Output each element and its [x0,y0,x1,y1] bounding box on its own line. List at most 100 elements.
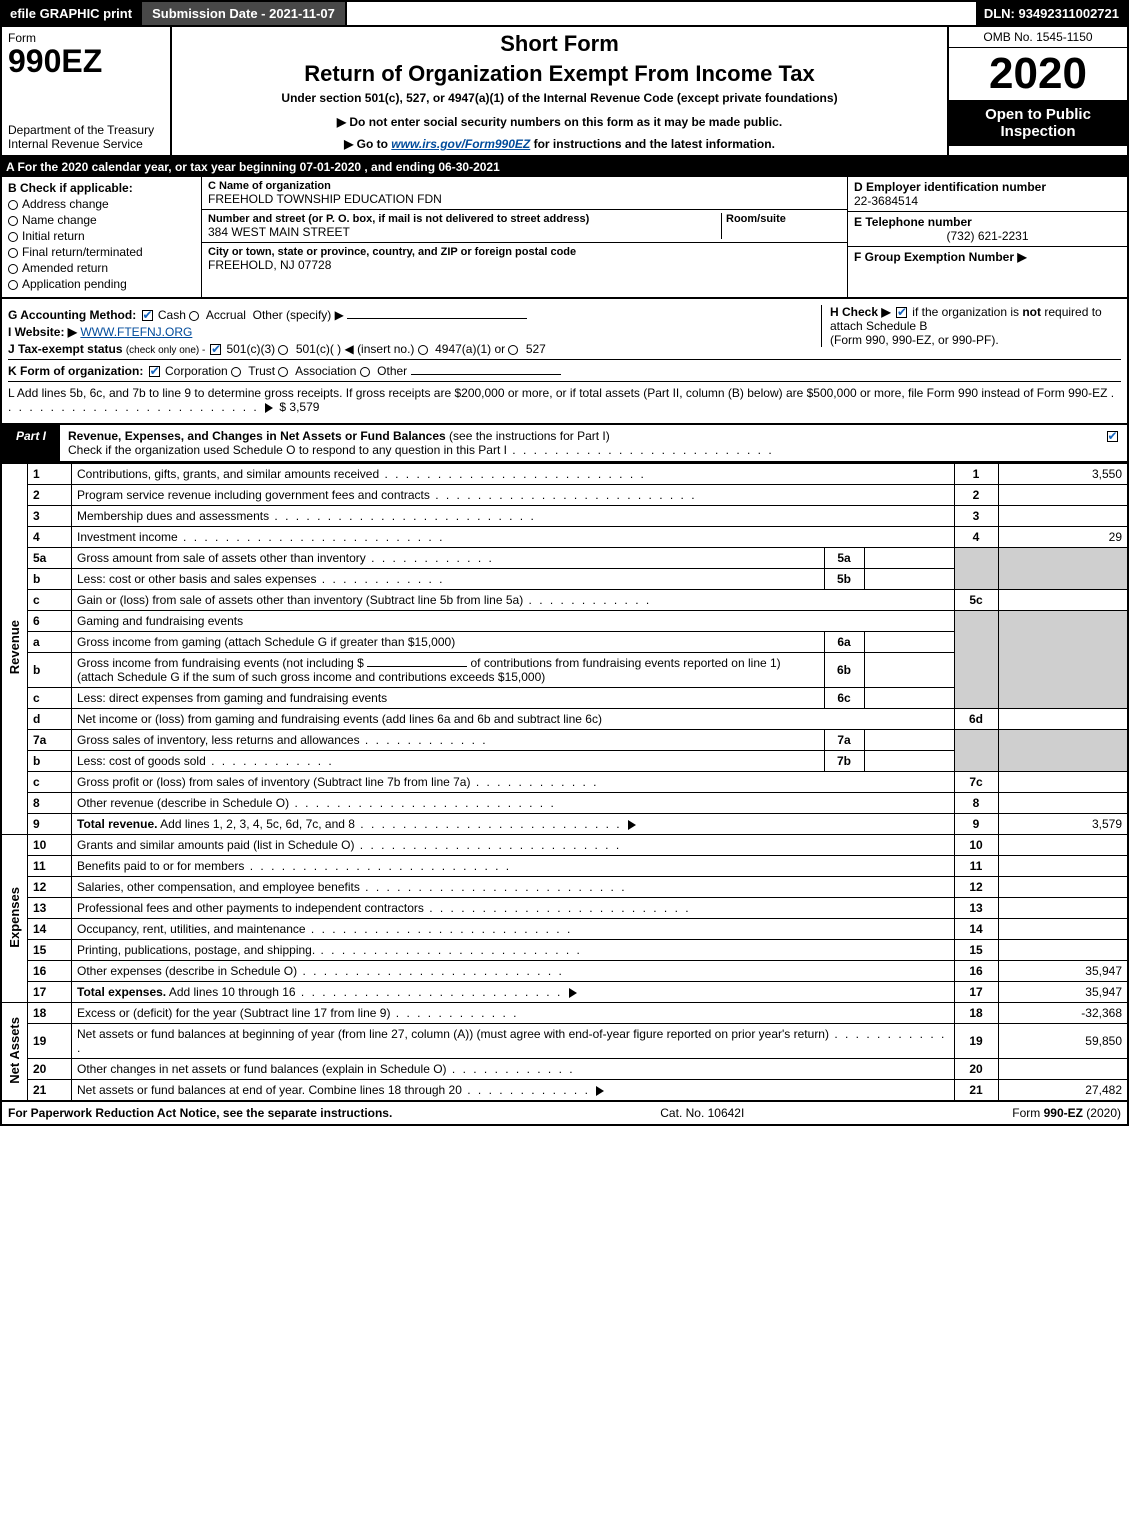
j-label: J Tax-exempt status [8,342,123,356]
line-15-rnum: 15 [954,940,998,961]
check-address-change[interactable]: Address change [8,197,195,211]
part1-title-note: (see the instructions for Part I) [449,429,610,443]
check-initial-return[interactable]: Initial return [8,229,195,243]
line-8-rnum: 8 [954,793,998,814]
line-6a-subval [864,632,954,653]
line-7b-num: b [28,751,72,772]
line-12-rval [998,877,1128,898]
line-16-row: 16 Other expenses (describe in Schedule … [1,961,1128,982]
line-7a-subval [864,730,954,751]
j-opt4: 527 [526,342,546,356]
j-501c-radio[interactable] [278,345,288,355]
line-17-num: 17 [28,982,72,1003]
group-label: F Group Exemption Number ▶ [854,250,1121,264]
j-527-radio[interactable] [508,345,518,355]
h-label: H Check ▶ [830,305,891,319]
group-row: F Group Exemption Number ▶ [848,247,1127,297]
g-cash: Cash [158,308,186,322]
revenue-vert-label: Revenue [1,464,28,835]
h-text1: if the organization is [912,305,1022,319]
short-form-title: Short Form [180,31,939,57]
line-15-rval [998,940,1128,961]
street-label: Number and street (or P. O. box, if mail… [208,213,721,225]
g-cash-checkbox[interactable] [142,310,153,321]
goto-link[interactable]: www.irs.gov/Form990EZ [391,137,530,151]
line-15-desc: Printing, publications, postage, and shi… [72,940,955,961]
line-2-num: 2 [28,485,72,506]
line-2-row: 2 Program service revenue including gove… [1,485,1128,506]
k-opt2: Association [295,364,356,378]
city-label: City or town, state or province, country… [208,246,841,258]
line-14-rval [998,919,1128,940]
line-13-rval [998,898,1128,919]
org-name-label: C Name of organization [208,180,841,192]
k-assoc-radio[interactable] [278,367,288,377]
check-application-pending[interactable]: Application pending [8,277,195,291]
j-note: (check only one) - [126,345,208,356]
line-6d-num: d [28,709,72,730]
open-public-label: Open to Public Inspection [949,100,1127,146]
part1-header: Part I Revenue, Expenses, and Changes in… [0,425,1129,463]
section-h: H Check ▶ if the organization is not req… [821,305,1121,347]
line-18-num: 18 [28,1003,72,1024]
ein-value: 22-3684514 [854,194,1121,208]
line-2-rval [998,485,1128,506]
ein-label: D Employer identification number [854,180,1121,194]
line-21-num: 21 [28,1080,72,1102]
k-corp-checkbox[interactable] [149,366,160,377]
line-5b-num: b [28,569,72,590]
line-18-rval: -32,368 [998,1003,1128,1024]
efile-label: efile GRAPHIC print [2,2,140,25]
l-amount: $ 3,579 [279,400,319,414]
line-17-rnum: 17 [954,982,998,1003]
line-18-desc: Excess or (deficit) for the year (Subtra… [72,1003,955,1024]
g-accrual: Accrual [206,308,246,322]
line-6b-subval [864,653,954,688]
line-20-row: 20 Other changes in net assets or fund b… [1,1059,1128,1080]
line-7c-rnum: 7c [954,772,998,793]
line-6d-rnum: 6d [954,709,998,730]
check-final-return[interactable]: Final return/terminated [8,245,195,259]
line-5c-rnum: 5c [954,590,998,611]
website-link[interactable]: WWW.FTEFNJ.ORG [80,325,192,339]
line-12-rnum: 12 [954,877,998,898]
line-11-row: 11 Benefits paid to or for members 11 [1,856,1128,877]
j-opt2: 501(c)( ) ◀ (insert no.) [296,342,415,356]
line-7b-desc: Less: cost of goods sold [72,751,825,772]
j-4947-radio[interactable] [418,345,428,355]
line-9-rnum: 9 [954,814,998,835]
line-20-desc: Other changes in net assets or fund bala… [72,1059,955,1080]
top-bar: efile GRAPHIC print Submission Date - 20… [0,0,1129,27]
line-19-rnum: 19 [954,1024,998,1059]
line-17-desc: Total expenses. Add lines 10 through 16 [72,982,955,1003]
line-7c-desc: Gross profit or (loss) from sales of inv… [72,772,955,793]
section-c: C Name of organization FREEHOLD TOWNSHIP… [202,177,847,297]
g-accrual-radio[interactable] [189,311,199,321]
k-other-radio[interactable] [360,367,370,377]
line-6c-desc: Less: direct expenses from gaming and fu… [72,688,825,709]
line-1-num: 1 [28,464,72,485]
line-11-rval [998,856,1128,877]
footer-right: Form 990-EZ (2020) [1012,1106,1121,1120]
line-5b-desc: Less: cost or other basis and sales expe… [72,569,825,590]
line-7a-sub: 7a [824,730,864,751]
expenses-vert-label: Expenses [1,835,28,1003]
part1-schedule-o-checkbox[interactable] [1107,431,1118,442]
line-19-rval: 59,850 [998,1024,1128,1059]
j-501c3-checkbox[interactable] [210,344,221,355]
check-name-change[interactable]: Name change [8,213,195,227]
line-2-desc: Program service revenue including govern… [72,485,955,506]
line-6-shade [954,611,998,709]
line-5a-desc: Gross amount from sale of assets other t… [72,548,825,569]
form-number: 990EZ [8,45,164,77]
topbar-spacer [347,2,976,25]
line-15-row: 15 Printing, publications, postage, and … [1,940,1128,961]
line-6b-desc: Gross income from fundraising events (no… [72,653,825,688]
line-4-rnum: 4 [954,527,998,548]
h-checkbox[interactable] [896,307,907,318]
check-amended-return[interactable]: Amended return [8,261,195,275]
k-trust-radio[interactable] [231,367,241,377]
department-block: Department of the Treasury Internal Reve… [8,123,164,151]
line-11-rnum: 11 [954,856,998,877]
line-7-shade2 [998,730,1128,772]
